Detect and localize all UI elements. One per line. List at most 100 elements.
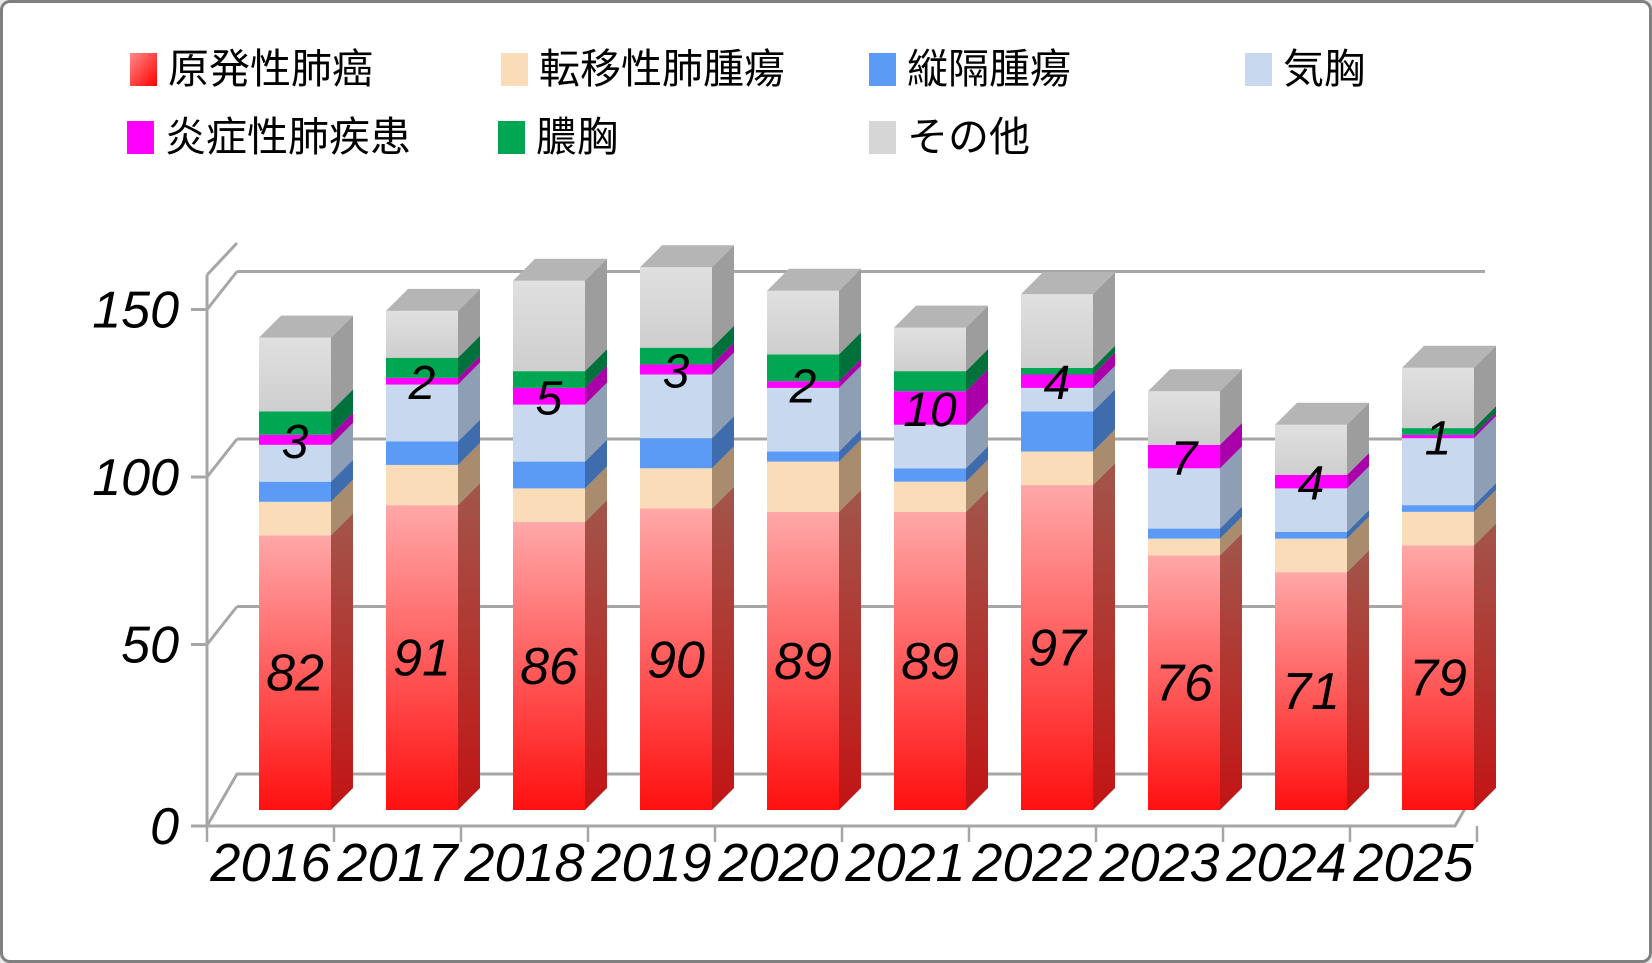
bar-2018-metastatic-lung-tumor-side (585, 466, 607, 522)
data-label-2025-inflammatory-lung-disease: 1 (1425, 412, 1452, 465)
bar-2016-empyema-side (331, 389, 353, 435)
x-axis-label-2025: 2025 (1352, 833, 1474, 893)
bar-2025-empyema-front (1402, 428, 1474, 435)
bar-2019-empyema-front (640, 347, 712, 365)
bar-2024-metastatic-lung-tumor-side (1347, 516, 1369, 573)
bar-2021-inflammatory-lung-disease-front (894, 391, 966, 425)
bar-2024-mediastinal-tumor-front (1275, 531, 1347, 539)
bar-2019-mediastinal-tumor-side (712, 416, 734, 469)
bar-2017-top-face (386, 288, 480, 311)
bar-2017-empyema-side (458, 335, 480, 378)
bar-2022-empyema-front (1021, 367, 1093, 375)
bar-2019-pneumothorax-front (640, 374, 712, 439)
bar-2017-inflammatory-lung-disease-side (458, 355, 480, 385)
legend-swatch-metastatic-lung-tumor (501, 53, 528, 86)
x-axis-label-2019: 2019 (590, 833, 711, 893)
bar-2019-pneumothorax-side (712, 352, 734, 439)
bar-2022-inflammatory-lung-disease-front (1021, 374, 1093, 388)
bar-2023-metastatic-lung-tumor-side (1220, 516, 1242, 556)
stacked-bar-chart: 0 50 100 150 82 3 2016 91 2 2017 86 5 2018 90 3 2019 89 2… (92, 46, 1496, 893)
bar-2020-empyema-front (767, 354, 839, 382)
bar-2022-mediastinal-tumor-front (1021, 411, 1093, 452)
data-label-2021-inflammatory-lung-disease: 10 (903, 384, 957, 437)
bar-2016-inflammatory-lung-disease-side (331, 412, 353, 445)
bar-2025-other-side (1474, 345, 1496, 429)
bar-2023-pneumothorax-front (1148, 468, 1220, 529)
bar-2020-primary-lung-cancer-side (839, 489, 861, 810)
bar-2021-other-front (894, 327, 966, 372)
bar-2021-top-face (894, 305, 988, 328)
bar-2024-primary-lung-cancer-side (1347, 550, 1369, 810)
legend-swatch-mediastinal-tumor (869, 53, 896, 86)
data-label-2017-inflammatory-lung-disease: 2 (408, 357, 436, 410)
data-label-2024-inflammatory-lung-disease: 4 (1298, 458, 1325, 511)
bar-2025-other-front (1402, 367, 1474, 429)
bar-2016-pneumothorax-front (259, 444, 331, 482)
bar-2020-other-side (839, 268, 861, 355)
bar-2019-primary-lung-cancer-front (640, 508, 712, 810)
bar-2017-mediastinal-tumor-front (386, 441, 458, 465)
legend-swatch-empyema (498, 121, 525, 154)
bar-2023-primary-lung-cancer-front (1148, 555, 1220, 810)
legend-label-empyema: 膿胸 (536, 114, 618, 160)
bar-2025-mediastinal-tumor-front (1402, 505, 1474, 512)
bar-2019-metastatic-lung-tumor-side (712, 446, 734, 509)
bar-2022-pneumothorax-side (1093, 365, 1115, 412)
data-label-2018-inflammatory-lung-disease: 5 (536, 372, 563, 425)
bar-2019-primary-lung-cancer-side (712, 486, 734, 810)
bar-2016-mediastinal-tumor-front (259, 481, 331, 502)
bar-2020-pneumothorax-side (839, 365, 861, 452)
bar-2025-primary-lung-cancer-front (1402, 545, 1474, 810)
bar-2021-pneumothorax-side (966, 402, 988, 469)
bar-2023-pneumothorax-side (1220, 446, 1242, 529)
bar-2024-pneumothorax-front (1275, 488, 1347, 532)
bar-2019-inflammatory-lung-disease-front (640, 364, 712, 375)
bar-2017-pneumothorax-side (458, 362, 480, 442)
data-label-2016-primary-lung-cancer: 82 (266, 645, 324, 703)
bar-2022-mediastinal-tumor-side (1093, 389, 1115, 452)
bar-2018-other-side (585, 258, 607, 372)
bar-2021-metastatic-lung-tumor-front (894, 481, 966, 512)
bar-2020-other-front (767, 290, 839, 355)
x-axis-label-2023: 2023 (1098, 833, 1219, 893)
bar-2022-metastatic-lung-tumor-side (1093, 429, 1115, 486)
bar-2024-pneumothorax-side (1347, 466, 1369, 532)
bar-2021-primary-lung-cancer-front (894, 511, 966, 810)
bar-2020-inflammatory-lung-disease-side (839, 359, 861, 388)
bar-2017-inflammatory-lung-disease-front (386, 377, 458, 385)
bar-2017-other-side (458, 288, 480, 358)
data-label-2023-primary-lung-cancer: 76 (1155, 655, 1213, 713)
bar-2023-other-side (1220, 369, 1242, 445)
bar-2018-empyema-side (585, 349, 607, 388)
bar-2025-pneumothorax-front (1402, 438, 1474, 506)
bar-2020-inflammatory-lung-disease-front (767, 381, 839, 388)
bar-2018-inflammatory-lung-disease-side (585, 365, 607, 405)
bar-2017-pneumothorax-front (386, 384, 458, 442)
bar-2024-primary-lung-cancer-front (1275, 572, 1347, 810)
bar-2018-other-front (513, 280, 585, 372)
bar-2023-mediastinal-tumor-front (1148, 528, 1220, 539)
bar-2021-other-side (966, 305, 988, 372)
bar-2025-metastatic-lung-tumor-side (1474, 489, 1496, 546)
bar-2018-metastatic-lung-tumor-front (513, 488, 585, 522)
bar-2025-metastatic-lung-tumor-front (1402, 511, 1474, 546)
bar-2018-mediastinal-tumor-side (585, 439, 607, 489)
bar-2021-primary-lung-cancer-side (966, 489, 988, 810)
data-label-2021-primary-lung-cancer: 89 (901, 633, 959, 691)
bar-2022-empyema-side (1093, 345, 1115, 375)
bar-2018-pneumothorax-front (513, 404, 585, 462)
bar-2019-mediastinal-tumor-front (640, 438, 712, 469)
bar-2020-metastatic-lung-tumor-side (839, 439, 861, 512)
bar-2025-top-face (1402, 345, 1496, 368)
bar-2021-mediastinal-tumor-front (894, 468, 966, 482)
data-label-2025-primary-lung-cancer: 79 (1409, 650, 1467, 708)
bar-2024-other-side (1347, 402, 1369, 475)
bar-2023-primary-lung-cancer-side (1220, 533, 1242, 810)
bar-2025-inflammatory-lung-disease-side (1474, 412, 1496, 439)
bar-2025-mediastinal-tumor-side (1474, 483, 1496, 512)
data-label-2022-inflammatory-lung-disease: 4 (1044, 357, 1071, 410)
bar-2024-inflammatory-lung-disease-side (1347, 453, 1369, 489)
x-axis-label-2022: 2022 (971, 833, 1092, 893)
legend-label-pneumothorax: 気胸 (1283, 46, 1365, 92)
bar-2023-metastatic-lung-tumor-front (1148, 538, 1220, 556)
